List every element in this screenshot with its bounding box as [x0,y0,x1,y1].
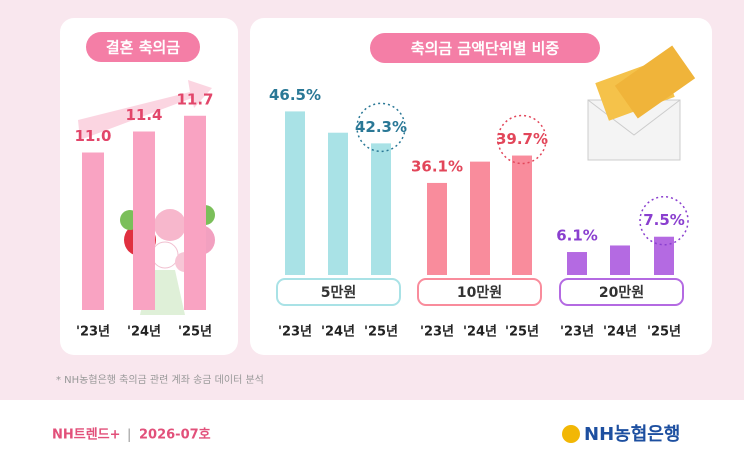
value-label: 11.0 [74,127,111,145]
value-label: 39.7% [496,130,548,148]
x-tick-label: '25년 [505,325,539,340]
x-tick-label: '23년 [560,325,594,340]
bar [285,111,305,275]
group-label: 5만원 [321,285,357,301]
bar [371,143,391,275]
footer-separator: | [127,428,131,443]
x-tick-label: '23년 [420,325,454,340]
footnote: * NH농협은행 축의금 관련 계좌 송금 데이터 분석 [56,373,264,386]
group-label: 10만원 [457,285,502,301]
value-label: 42.3% [355,118,407,136]
highlight-circle [356,102,406,153]
bar [328,132,348,275]
value-label: 6.1% [556,227,598,245]
title-pill [86,32,200,62]
bar [133,131,155,310]
bar [654,236,674,275]
group-label: 20만원 [599,285,644,301]
x-tick-label: '24년 [603,325,637,340]
value-label: 11.4 [125,106,162,124]
bar [427,182,447,275]
x-tick-label: '23년 [76,325,110,340]
x-tick-label: '24년 [127,325,161,340]
chart-title: 결혼 축의금 [106,39,180,57]
footer-issue: 2026-07호 [139,428,211,443]
bar [82,152,104,310]
x-tick-label: '25년 [364,325,398,340]
value-label: 7.5% [643,211,685,229]
value-label: 11.7 [176,90,213,108]
bar [512,155,532,275]
footer-band [0,400,744,469]
x-tick-label: '24년 [463,325,497,340]
bar [184,115,206,310]
envelope-illustration [587,45,696,161]
x-tick-label: '25년 [647,325,681,340]
x-tick-label: '25년 [178,325,212,340]
value-label: 36.1% [411,157,463,175]
x-tick-label: '24년 [321,325,355,340]
highlight-circle [497,114,547,165]
logo-mark [562,425,580,443]
title-pill [370,33,600,63]
group-label-box [559,278,684,306]
bar [610,245,630,275]
value-label: 46.5% [269,86,321,104]
group-label-box [417,278,542,306]
highlight-circle [639,195,689,246]
x-tick-label: '23년 [278,325,312,340]
trend-arrow [78,80,212,140]
panel-title: 축의금 금액단위별 비중 [411,40,560,58]
bar [567,252,587,275]
footer-logo: NH농협은행 [584,423,680,445]
bar [470,161,490,275]
footer-brand: NH트렌드+ [52,427,121,443]
group-label-box [276,278,401,306]
